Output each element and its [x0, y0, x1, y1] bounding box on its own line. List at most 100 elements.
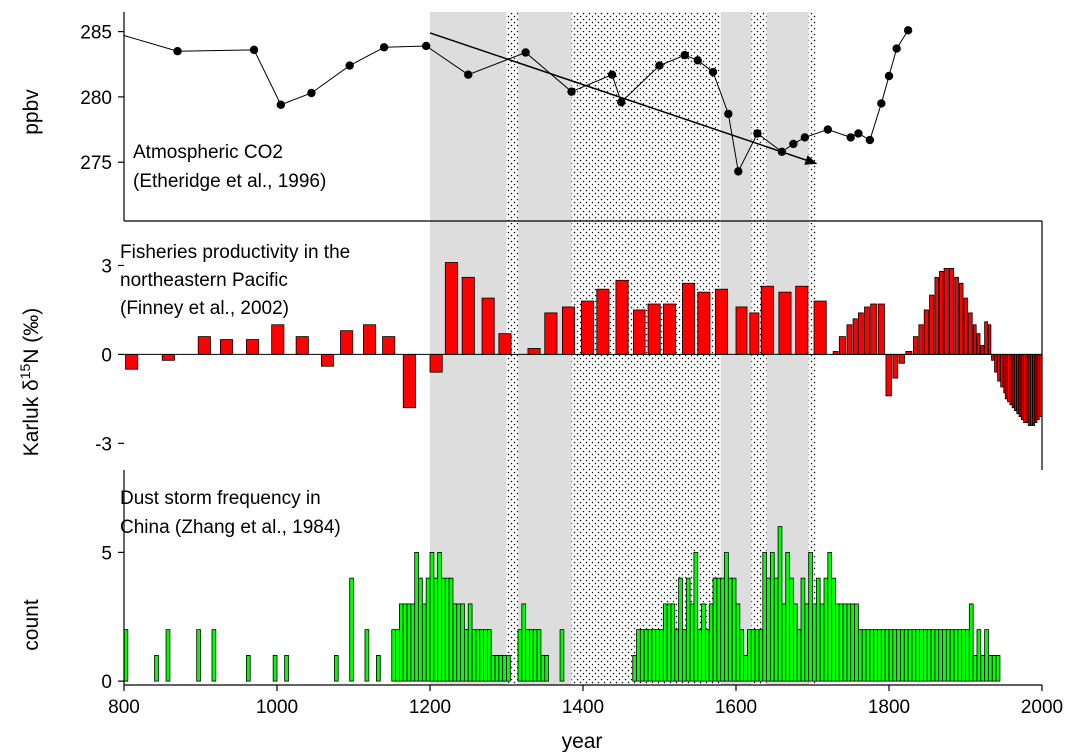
dust-bar — [272, 654, 278, 682]
dust-bar — [823, 577, 829, 682]
co2-point — [307, 88, 316, 98]
dust-bar — [938, 629, 943, 682]
dust-bar — [965, 629, 970, 682]
co2-point — [854, 129, 863, 138]
fisheries-y-tick-label: -3 — [95, 434, 112, 455]
dust-bar — [452, 603, 458, 682]
dust-bar — [961, 629, 966, 682]
dust-bar — [349, 577, 354, 682]
co2-point — [708, 67, 718, 77]
fisheries-bar — [561, 306, 575, 355]
co2-point — [734, 167, 743, 176]
dust-bar — [766, 577, 771, 682]
fisheries-bar — [1009, 353, 1013, 406]
dust-bar — [957, 629, 963, 682]
fisheries-bar — [161, 353, 175, 361]
dust-bar — [559, 629, 565, 682]
y-label-fisheries: Karluk δ15N (‰) — [17, 308, 43, 457]
dust-annotation-line-2: China (Zhang et al., 1984) — [120, 517, 341, 538]
dust-bar — [398, 603, 404, 682]
dust-bar — [441, 577, 446, 682]
dust-bar — [865, 629, 871, 682]
fisheries-bar — [682, 282, 696, 355]
co2-point — [789, 139, 798, 149]
fisheries-bar — [864, 306, 870, 355]
dust-bar — [540, 654, 546, 682]
dust-bar — [521, 603, 527, 682]
dust-bar — [418, 577, 423, 682]
fisheries-bar — [662, 303, 676, 355]
dust-bar — [433, 577, 439, 682]
dust-bar — [639, 629, 645, 682]
dust-bar — [923, 629, 928, 682]
dust-bar — [490, 654, 496, 682]
dust-bar — [953, 629, 959, 682]
dust-bar — [662, 603, 668, 682]
dust-bar — [888, 629, 894, 682]
dust-bar — [743, 654, 748, 682]
dust-bar — [670, 603, 676, 682]
axes: 275 280 285 -3 0 3 0 5 800 1000 1200 1400 1600 1800 20… — [80, 12, 1063, 718]
fisheries-bar — [1014, 353, 1017, 412]
x-tick-label: 2000 — [1021, 697, 1063, 718]
dust-bar — [636, 629, 641, 682]
dust-bar — [789, 577, 794, 682]
dust-bar — [506, 654, 511, 682]
co2-point — [464, 70, 473, 79]
fisheries-bar — [898, 353, 905, 364]
fisheries-annotation-line-2: northeastern Pacific — [120, 270, 288, 291]
fisheries-bar — [838, 336, 846, 355]
dust-y-tick-label: 0 — [101, 672, 112, 693]
dust-bar — [930, 629, 936, 682]
dust-bar — [701, 603, 706, 682]
dust-bar — [900, 629, 905, 682]
fisheries-bar — [1018, 353, 1022, 418]
co2-y-tick-label: 280 — [80, 88, 112, 109]
dust-bar — [483, 629, 488, 682]
fisheries-bar — [1011, 353, 1015, 409]
y-label-co2: ppbv — [20, 89, 43, 135]
fisheries-bar — [949, 268, 955, 355]
dust-bar — [919, 629, 924, 682]
dust-bar — [651, 629, 657, 682]
dust-bar — [532, 629, 538, 682]
dust-bar — [800, 577, 806, 682]
dust-bar — [896, 629, 901, 682]
dust-bar — [697, 629, 702, 682]
dust-bar — [877, 629, 882, 682]
dust-bar — [846, 603, 852, 682]
fisheries-bar — [197, 336, 211, 355]
fisheries-bar — [984, 321, 989, 355]
dust-bar — [448, 577, 454, 682]
fisheries-bar — [1032, 353, 1036, 426]
co2-point — [607, 70, 617, 79]
dust-bar — [727, 577, 733, 682]
dust-bar — [486, 629, 492, 682]
dust-bar — [739, 629, 745, 682]
fisheries-bar — [481, 297, 495, 355]
dust-bar — [655, 629, 660, 682]
dust-bar — [395, 629, 400, 682]
x-tick-label: 1000 — [256, 697, 298, 718]
dust-bar — [674, 629, 680, 682]
dust-bar — [716, 577, 722, 682]
dust-bar — [659, 629, 664, 682]
dust-bar — [154, 654, 159, 682]
co2-point — [865, 135, 875, 145]
dust-bar — [773, 577, 779, 682]
fisheries-bar — [923, 309, 929, 355]
fisheries-bar — [1034, 353, 1038, 423]
y-label-dust: count — [20, 599, 43, 651]
dust-bar — [747, 629, 752, 682]
fisheries-bar — [271, 324, 285, 355]
dust-bar — [815, 577, 821, 682]
co2-point — [655, 61, 664, 70]
dust-bar — [770, 551, 775, 682]
dust-bar — [949, 629, 955, 682]
dust-bar — [471, 629, 477, 682]
dust-bar — [333, 654, 339, 682]
dust-bar — [402, 603, 408, 682]
dust-bar — [988, 654, 993, 682]
co2-y-tick-label: 275 — [80, 153, 112, 174]
fisheries-bar — [972, 324, 977, 355]
